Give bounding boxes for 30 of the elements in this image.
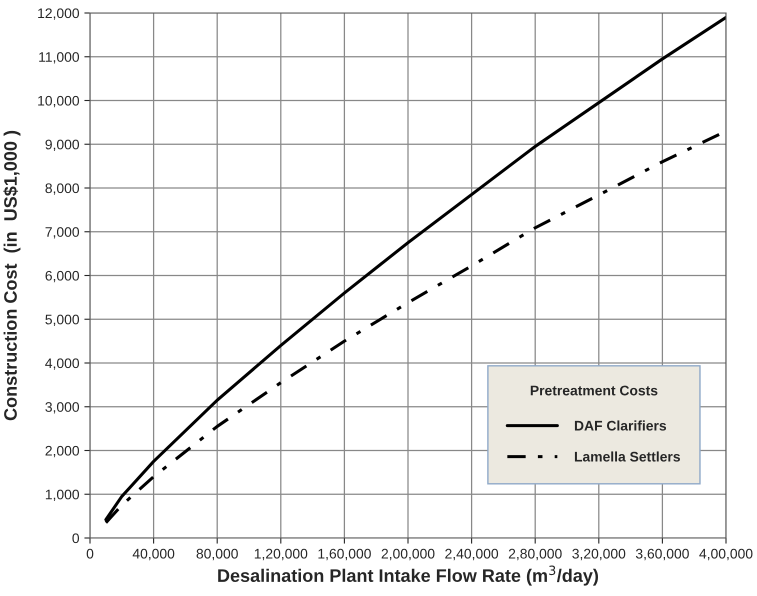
x-tick-label: 2,80,000 [508, 548, 562, 560]
y-axis-title: Construction Cost (in US$1,000 ) [3, 130, 20, 420]
legend-label: Lamella Settlers [574, 451, 680, 462]
x-tick-label: 1,20,000 [254, 548, 308, 560]
x-tick-label: 3,20,000 [572, 548, 626, 560]
y-tick-label: 1,000 [46, 490, 80, 502]
x-axis-title: Desalination Plant Intake Flow Rate (m$^{3}$/day) [218, 566, 598, 586]
x-tick-label: 80,000 [196, 548, 238, 560]
x-tick-label: 4,00,000 [699, 548, 752, 560]
legend-label: DAF Clarifiers [574, 420, 666, 431]
y-tick-label: 10,000 [38, 96, 80, 108]
y-tick-label: 5,000 [45, 314, 80, 326]
y-tick-label: 0 [72, 533, 80, 544]
line-series [104, 16, 726, 522]
x-tick-label: 2,40,000 [445, 548, 498, 560]
x-tick-label: 40,000 [132, 548, 174, 560]
x-tick-label: 3,60,000 [636, 548, 689, 560]
y-tick-label: 11,000 [39, 52, 80, 64]
y-tick-label: 4,000 [45, 358, 80, 370]
x-tick-label: 0 [86, 548, 94, 559]
x-tick-label: 1,60,000 [318, 548, 371, 560]
y-tick-label: 2,000 [46, 446, 80, 458]
y-tick-label: 9,000 [45, 140, 80, 152]
y-tick-label: 8,000 [45, 183, 80, 195]
x-tick-label: 2,00,000 [382, 548, 434, 560]
y-tick-label: 6,000 [46, 270, 80, 282]
y-tick-label: 12,000 [38, 8, 80, 20]
legend-title: Pretreatment Costs [530, 386, 658, 396]
y-tick-label: 3,000 [45, 402, 80, 414]
y-tick-label: 7,000 [46, 227, 80, 239]
